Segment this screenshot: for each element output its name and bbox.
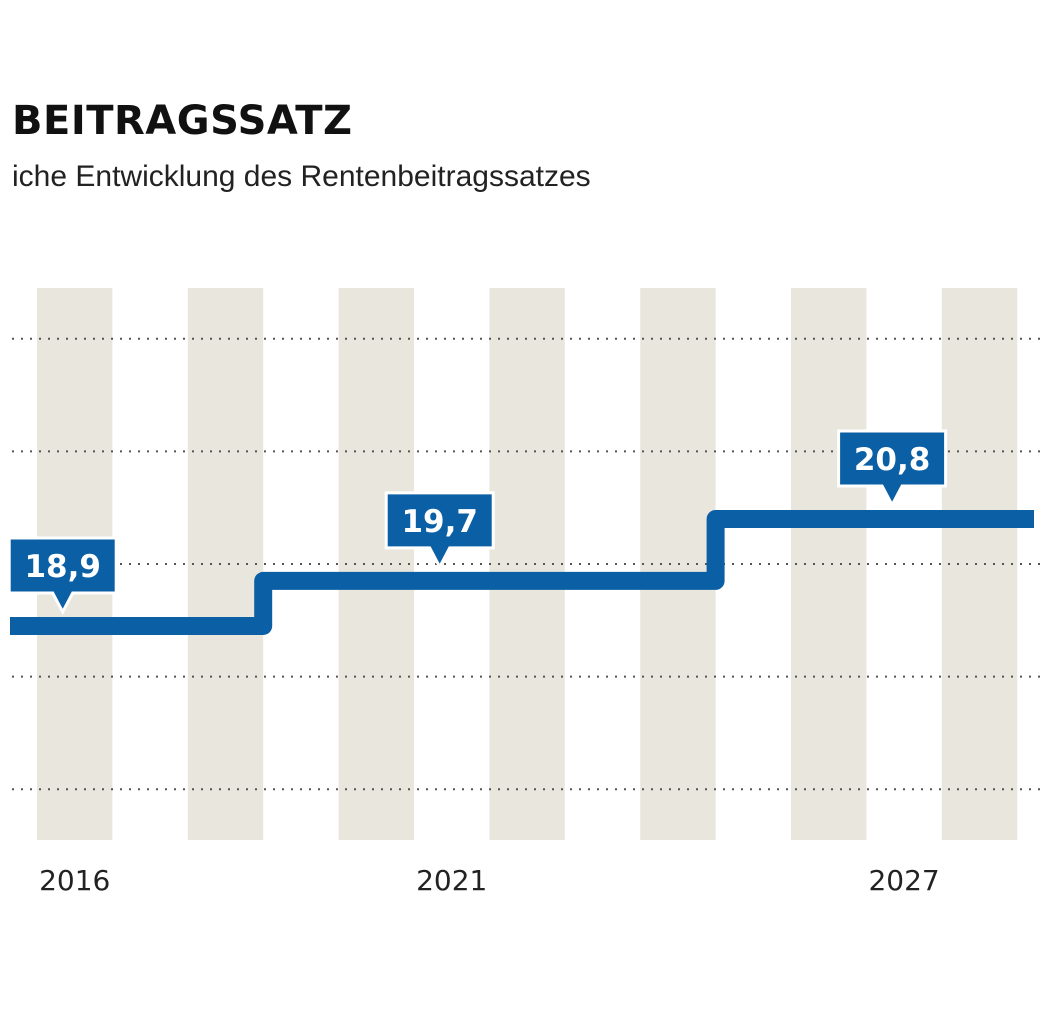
x-tick-label: 2027 <box>868 864 939 897</box>
year-stripe <box>791 288 867 840</box>
value-label: 19,7 <box>401 504 478 540</box>
year-stripe <box>338 288 414 840</box>
x-tick-label: 2021 <box>416 864 487 897</box>
year-stripe <box>941 288 1018 840</box>
chart-subtitle: iche Entwicklung des Rentenbeitragssatze… <box>12 160 591 193</box>
chart-title: BEITRAGSSATZ <box>12 98 353 144</box>
value-label-box <box>7 536 118 616</box>
year-stripe <box>187 288 264 840</box>
x-tick-label: 2016 <box>39 864 110 897</box>
value-label: 18,9 <box>24 549 101 585</box>
value-label-box <box>837 429 948 509</box>
value-label-box <box>384 491 495 571</box>
value-label: 20,8 <box>854 442 931 478</box>
step-line <box>10 509 1034 635</box>
